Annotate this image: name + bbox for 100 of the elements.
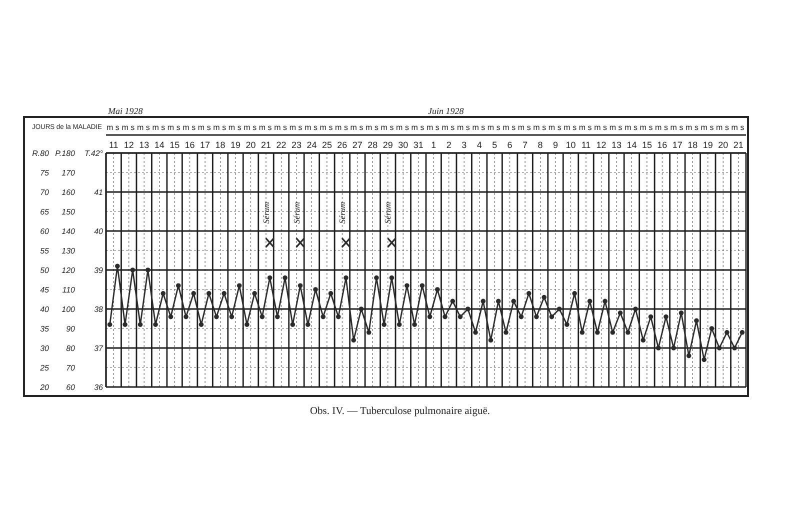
- y2-tick-label: 110: [62, 286, 76, 294]
- x2-tick-label: 11: [581, 140, 591, 150]
- x2-tick-label: 19: [702, 140, 713, 150]
- x2-tick-label: 12: [124, 140, 134, 150]
- x-tick-label: s: [298, 123, 302, 132]
- x-tick-label: m: [258, 123, 266, 132]
- x-tick-label: m: [686, 123, 693, 132]
- x-tick-label: s: [359, 123, 364, 132]
- y3-tick-label: 65: [40, 208, 50, 216]
- x2-tick-label: 27: [352, 140, 362, 150]
- x-tick-label: m: [426, 123, 434, 132]
- x-tick-label: s: [130, 123, 135, 132]
- x-tick-label: m: [731, 123, 738, 132]
- data-label: Sérum: [382, 202, 393, 224]
- x-tick-label: m: [487, 123, 494, 132]
- x-tick-label: m: [244, 123, 251, 132]
- x2-tick-label: 17: [672, 140, 682, 150]
- x2-tick-label: 8: [538, 140, 543, 150]
- x-tick-label: s: [481, 123, 486, 132]
- y-tick-label: 40: [94, 227, 104, 236]
- y2-tick-label: 130: [62, 246, 76, 256]
- y2-tick-label: 140: [62, 227, 76, 236]
- x-tick-label: m: [304, 123, 312, 132]
- x2-tick-label: 5: [492, 140, 498, 150]
- x2-tick-label: 7: [522, 140, 528, 150]
- x-tick-label: m: [533, 123, 540, 132]
- x-tick-label: m: [320, 123, 327, 132]
- x-tick-label: m: [518, 123, 525, 132]
- y3-tick-label: R.80: [32, 149, 50, 158]
- x2-tick-label: 24: [306, 140, 317, 150]
- x2-tick-label: 20: [718, 140, 728, 150]
- x-tick-label: m: [228, 123, 236, 132]
- x-tick-label: m: [640, 123, 647, 132]
- x-tick-label: m: [198, 123, 205, 132]
- x-tick-label: m: [350, 123, 358, 132]
- x-tick-label: s: [283, 123, 288, 132]
- x2-tick-label: 16: [657, 140, 668, 150]
- x-tick-label: s: [161, 123, 166, 132]
- text: Mai 1928: [107, 106, 144, 116]
- x2-tick-label: 25: [322, 140, 332, 150]
- x-tick-label: m: [716, 123, 723, 132]
- x-tick-label: m: [274, 123, 282, 132]
- x2-tick-label: 20: [246, 140, 256, 150]
- x2-tick-label: 30: [398, 140, 408, 150]
- y3-tick-label: 45: [40, 286, 50, 294]
- y2-tick-label: 100: [62, 305, 76, 314]
- text: Juin 1928: [428, 106, 464, 116]
- x-tick-label: m: [700, 123, 708, 132]
- x2-tick-label: 22: [276, 140, 286, 150]
- x-tick-label: m: [167, 123, 174, 132]
- x2-tick-label: 18: [688, 140, 698, 150]
- x-tick-label: m: [624, 123, 632, 132]
- x-tick-label: m: [655, 123, 662, 132]
- x2-tick-label: 15: [642, 140, 652, 150]
- x-tick-label: s: [526, 123, 531, 132]
- y3-tick-label: 20: [39, 383, 50, 392]
- y2-tick-label: 150: [62, 208, 76, 216]
- x-tick-label: s: [206, 123, 211, 132]
- x-tick-label: m: [442, 123, 449, 132]
- x2-tick-label: 15: [170, 140, 180, 150]
- data-label: Sérum: [291, 202, 302, 224]
- x-tick-label: m: [289, 123, 296, 132]
- x2-tick-label: 1: [431, 140, 436, 150]
- x-tick-label: s: [603, 123, 608, 132]
- x-tick-label: m: [670, 123, 678, 132]
- x-tick-label: m: [106, 123, 114, 132]
- x-tick-label: s: [222, 123, 226, 132]
- x-tick-label: s: [450, 123, 455, 132]
- y3-tick-label: 35: [40, 324, 50, 334]
- y2-tick-label: 170: [62, 168, 76, 178]
- x-tick-label: s: [496, 123, 500, 132]
- x-tick-label: s: [618, 123, 622, 132]
- x-tick-label: m: [548, 123, 556, 132]
- y3-tick-label: 40: [40, 305, 50, 314]
- x2-tick-label: 17: [200, 140, 210, 150]
- x-tick-label: s: [679, 123, 684, 132]
- x2-tick-label: 14: [154, 140, 164, 150]
- x-tick-label: s: [328, 123, 333, 132]
- x2-tick-label: 28: [368, 140, 378, 150]
- x-tick-label: m: [182, 123, 190, 132]
- x-tick-label: s: [344, 123, 348, 132]
- x2-tick-label: 12: [596, 140, 606, 150]
- x-tick-label: m: [594, 123, 602, 132]
- x-tick-label: s: [420, 123, 424, 132]
- x-tick-label: s: [252, 123, 257, 132]
- x-tick-label: s: [648, 123, 653, 132]
- x-tick-label: s: [557, 123, 562, 132]
- x2-tick-label: 6: [507, 140, 512, 150]
- y2-tick-label: 90: [66, 324, 76, 334]
- x-tick-label: s: [724, 123, 729, 132]
- x2-tick-label: 23: [291, 140, 302, 150]
- x-tick-label: s: [512, 123, 516, 132]
- y-tick-label: 38: [94, 305, 104, 314]
- y2-tick-label: P.180: [55, 149, 76, 158]
- y2-tick-label: 120: [62, 266, 76, 275]
- y3-tick-label: 70: [40, 188, 50, 197]
- y3-tick-label: 55: [40, 246, 50, 256]
- x2-tick-label: 16: [184, 140, 195, 150]
- x-tick-label: s: [634, 123, 638, 132]
- y-tick-label: 37: [94, 344, 104, 353]
